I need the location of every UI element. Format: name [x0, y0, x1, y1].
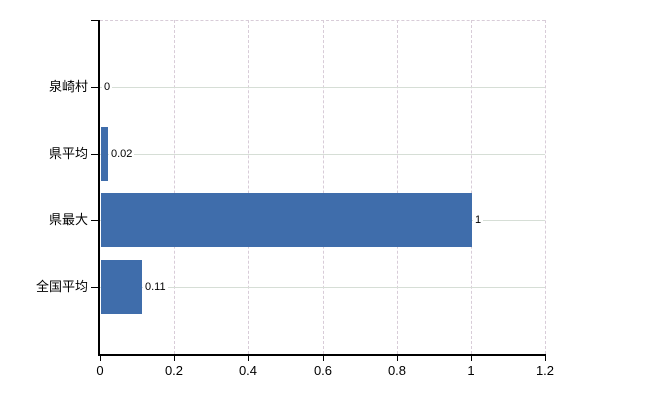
- y-axis-tick: [91, 87, 98, 88]
- x-tick-label: 0.6: [313, 363, 333, 378]
- plot-area-top-border: [100, 20, 545, 21]
- y-axis-tick: [91, 287, 98, 288]
- category-label: 泉崎村: [48, 79, 88, 94]
- vertical-gridline: [397, 20, 398, 354]
- category-label: 県最大: [48, 212, 88, 227]
- x-axis-line: [98, 354, 546, 356]
- x-tick-label: 1: [467, 363, 475, 378]
- bar-value-label: 0.02: [109, 147, 135, 161]
- x-axis-tick: [397, 356, 398, 361]
- vertical-gridline: [545, 20, 546, 354]
- horizontal-gridline: [100, 287, 545, 288]
- x-tick-label: 0.4: [238, 363, 258, 378]
- bar-value-label: 0: [102, 80, 113, 94]
- horizontal-gridline: [100, 87, 545, 88]
- x-axis-tick: [248, 356, 249, 361]
- category-label: 県平均: [48, 146, 88, 161]
- y-axis-tick: [91, 154, 98, 155]
- category-label: 全国平均: [35, 279, 88, 294]
- vertical-gridline: [248, 20, 249, 354]
- bar: [101, 260, 142, 314]
- x-tick-label: 1.2: [535, 363, 555, 378]
- vertical-gridline: [323, 20, 324, 354]
- y-axis-tick: [91, 220, 98, 221]
- x-tick-label: 0.8: [387, 363, 407, 378]
- x-tick-label: 0: [96, 363, 104, 378]
- vertical-gridline: [174, 20, 175, 354]
- bar: [101, 127, 108, 181]
- x-axis-tick: [100, 356, 101, 361]
- x-axis-tick: [471, 356, 472, 361]
- horizontal-gridline: [100, 154, 545, 155]
- x-axis-tick: [545, 356, 546, 361]
- x-axis-tick: [174, 356, 175, 361]
- vertical-gridline: [471, 20, 472, 354]
- bar: [101, 193, 472, 247]
- bar-value-label: 0.11: [143, 280, 168, 294]
- x-axis-tick: [323, 356, 324, 361]
- bar-value-label: 1: [473, 213, 484, 227]
- y-axis-tick: [91, 20, 98, 21]
- y-axis-line: [98, 20, 100, 356]
- x-tick-label: 0.2: [164, 363, 184, 378]
